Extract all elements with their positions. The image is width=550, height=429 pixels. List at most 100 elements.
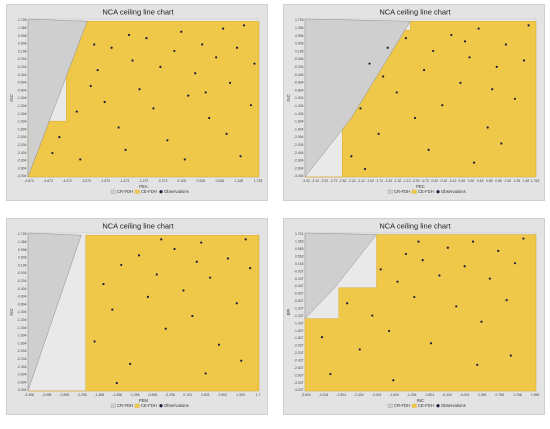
x-tick-label: -3.498 (24, 393, 34, 397)
x-tick-label: 1.48 (523, 179, 530, 183)
x-tick-label: 1.08 (504, 179, 511, 183)
chart-title: NCA ceiling line chart (102, 222, 174, 231)
observation-point (386, 46, 389, 49)
observation-point (191, 314, 194, 318)
observation-point (522, 59, 526, 62)
legend-swatch-cr-fdh (387, 403, 393, 408)
x-tick-label: 0.796 (496, 393, 505, 397)
y-tick-label: -3.004 (17, 388, 27, 392)
observation-point (124, 148, 127, 151)
observation-point (93, 43, 96, 46)
y-tick-label: -1.604 (294, 120, 304, 124)
observation-point (504, 43, 507, 46)
x-tick-label: 1.728 (254, 179, 263, 183)
cr-fdh-area (304, 232, 378, 320)
observation-point (320, 336, 324, 339)
y-tick-label: -2.637 (294, 366, 304, 370)
x-tick-label: -3.604 (301, 393, 311, 397)
y-tick-label: -0.604 (294, 81, 304, 85)
x-tick-label: -3.10 (311, 179, 319, 183)
x-tick-label: -2.698 (59, 393, 69, 397)
y-tick-label: -1.637 (294, 329, 304, 333)
x-tick-label: 1.328 (235, 179, 244, 183)
observation-point (173, 49, 176, 53)
x-tick-label: 0.528 (197, 179, 206, 183)
y-tick-label: -0.004 (17, 57, 27, 61)
y-tick-label: -2.437 (294, 358, 304, 362)
chart-svg-2: NCA ceiling line chart 1.726 1.366 0.996 0.6… (286, 8, 540, 195)
observation-point (89, 84, 92, 88)
y-tick-label: 0.163 (295, 262, 304, 266)
observation-point (446, 246, 449, 249)
observation-point (450, 33, 453, 37)
y-tick-label: -2.804 (294, 166, 304, 170)
observation-point (379, 268, 382, 271)
chart-title: NCA ceiling line chart (379, 222, 451, 231)
ce-fdh-area (28, 234, 260, 392)
legend-swatch-observations (436, 404, 440, 408)
observation-point (222, 27, 225, 30)
x-tick-label: -2.298 (77, 393, 87, 397)
y-tick-label: -0.804 (17, 302, 27, 306)
observation-point (208, 116, 211, 120)
y-tick-label: -2.404 (17, 151, 27, 155)
observation-point (368, 62, 371, 65)
x-tick-label: -0.804 (424, 393, 434, 397)
x-tick-label: -2.004 (372, 393, 382, 397)
observation-point (102, 282, 105, 286)
observation-point (115, 381, 118, 385)
chart-panel-1: NCA ceiling line chart 1.726 1.366 0.996 0.6… (6, 4, 268, 201)
y-tick-label: 0.963 (295, 247, 304, 251)
observation-point (155, 273, 158, 276)
y-tick-label: -2.004 (17, 349, 27, 353)
x-tick-label: -0.92 (412, 179, 420, 183)
observation-point (127, 33, 131, 37)
x-tick-label: -4.870 (24, 179, 34, 183)
y-tick-label: -1.204 (17, 318, 27, 322)
y-tick-label: -2.204 (17, 357, 27, 361)
legend-label-ce-fdh: CE-FDH (141, 189, 157, 194)
y-tick-label: -1.204 (17, 104, 27, 108)
observation-point (427, 148, 430, 151)
observation-point (438, 274, 441, 277)
observation-point (346, 302, 349, 305)
legend-swatch-cr-fdh (387, 189, 393, 194)
y-tick-label: -1.804 (17, 341, 27, 345)
observation-point (382, 75, 385, 78)
y-tick-label: -1.004 (17, 310, 27, 314)
observation-point (235, 46, 239, 49)
x-tick-label: 0.503 (201, 393, 210, 397)
observation-point (194, 72, 197, 75)
observation-point (371, 314, 374, 317)
observation-point (58, 136, 61, 139)
chart-panel-3: NCA ceiling line chart 1.726 1.366 0.996 0.6… (6, 218, 268, 415)
observation-point (180, 30, 183, 33)
observation-point (432, 49, 435, 53)
observation-point (404, 252, 407, 256)
x-tick-label: 0.396 (478, 393, 487, 397)
y-tick-label: -1.237 (294, 314, 304, 318)
observation-point (350, 155, 353, 158)
y-tick-label: 0.996 (18, 248, 27, 252)
observation-point (421, 259, 424, 262)
observation-point (459, 81, 462, 84)
legend-swatch-ce-fdh (134, 403, 140, 408)
y-tick-label: -2.837 (294, 373, 304, 377)
chart-panel-4: NCA ceiling line chart 1.701 1.363 0.963 0.5… (283, 218, 545, 415)
observation-point (182, 289, 185, 292)
observation-point (96, 68, 99, 72)
x-tick-label: 0.128 (177, 179, 186, 183)
y-axis-label: EPI (286, 309, 291, 316)
observation-point (228, 81, 232, 84)
legend-label-observations: Observations (164, 403, 189, 408)
y-tick-label: -2.004 (17, 135, 27, 139)
legend-swatch-ce-fdh (134, 189, 140, 194)
y-tick-label: -0.237 (294, 277, 304, 281)
y-tick-label: 0.563 (295, 254, 304, 258)
y-tick-label: -2.404 (17, 365, 27, 369)
x-tick-label: 1.763 (531, 179, 540, 183)
x-tick-label: -1.272 (139, 179, 149, 183)
x-tick-label: -0.298 (165, 393, 175, 397)
observation-point (187, 94, 190, 97)
ce-fdh-area (304, 234, 537, 392)
